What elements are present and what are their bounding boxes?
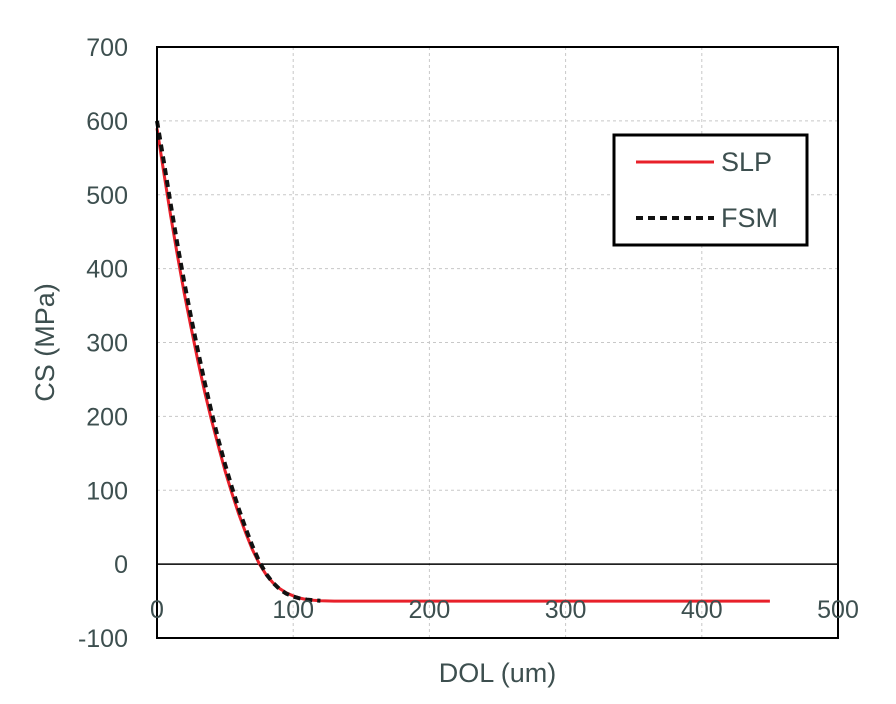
- y-tick-label: 700: [86, 34, 128, 62]
- legend-label-slp: SLP: [721, 147, 772, 177]
- legend-box: [612, 133, 809, 247]
- y-tick-label: 300: [86, 330, 128, 358]
- series-line-slp: [155, 128, 770, 603]
- x-tick-label: 500: [817, 596, 859, 624]
- series-line-fsm: [155, 120, 321, 603]
- series-layer: [155, 120, 770, 603]
- x-tick-label: 300: [545, 596, 587, 624]
- y-tick-label: 0: [114, 551, 128, 579]
- tick-labels: 0 100 200 300 400 500 -100 0 100 200 300 400 500 600 7…: [78, 34, 859, 653]
- x-tick-label: 200: [409, 596, 451, 624]
- y-tick-label: 600: [86, 108, 128, 136]
- x-axis-title: DOL (um): [439, 658, 557, 688]
- x-tick-label: 400: [681, 596, 723, 624]
- plot-area-border: [156, 46, 839, 639]
- x-tick-label: 100: [272, 596, 314, 624]
- y-tick-label: 100: [86, 477, 128, 505]
- legend-label-fsm: FSM: [721, 203, 778, 233]
- y-tick-label: 200: [86, 403, 128, 431]
- legend: SLP FSM: [612, 133, 809, 247]
- y-tick-label: 400: [86, 256, 128, 284]
- y-tick-label: -100: [78, 625, 128, 653]
- y-axis-title: CS (MPa): [30, 283, 60, 402]
- y-tick-label: 500: [86, 182, 128, 210]
- x-tick-label: 0: [150, 596, 164, 624]
